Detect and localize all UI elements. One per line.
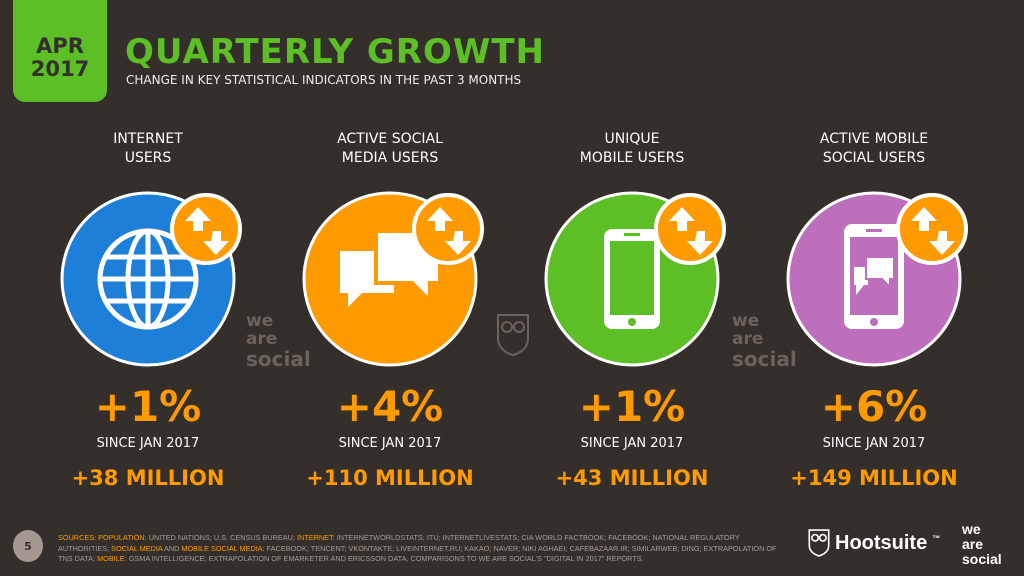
stat-since: SINCE JAN 2017 <box>580 436 684 451</box>
page-number: 5 <box>13 530 43 562</box>
stat-card: UNIQUE MOBILE USERS <box>512 130 752 374</box>
hootsuite-wordmark: Hootsuite <box>835 532 928 554</box>
stat-since: SINCE JAN 2017 <box>338 436 442 451</box>
stat-icon-circle <box>544 191 726 367</box>
stat-label: ACTIVE SOCIAL MEDIA USERS <box>337 131 443 166</box>
we-are-social-watermark: we are social <box>246 311 311 371</box>
stat-since: SINCE JAN 2017 <box>96 436 200 451</box>
hootsuite-logo: Hootsuite ™ <box>808 528 940 558</box>
stat-percent: +4% <box>336 382 444 431</box>
stat-percent: +1% <box>578 382 686 431</box>
stat-absolute: +110 MILLION <box>306 466 474 490</box>
stat-card: INTERNET USERS <box>28 130 268 374</box>
stat-absolute: +149 MILLION <box>790 466 958 490</box>
sources-text: SOURCES: POPULATION: UNITED NATIONS; U.S… <box>58 533 777 563</box>
we-are-social-watermark: we are social <box>732 311 797 371</box>
stat-icon-circle <box>302 191 484 367</box>
globe-icon <box>97 228 199 330</box>
stat-percent: +1% <box>94 382 202 431</box>
up-down-arrows-icon <box>412 193 484 265</box>
date-year: 2017 <box>30 57 90 81</box>
stat-label: UNIQUE MOBILE USERS <box>579 131 685 166</box>
stat-since: SINCE JAN 2017 <box>822 436 926 451</box>
trademark-symbol: ™ <box>932 534 941 543</box>
stat-absolute: +38 MILLION <box>71 466 225 490</box>
up-down-arrows-icon <box>170 193 242 265</box>
stat-absolute: +43 MILLION <box>555 466 709 490</box>
page-subtitle: CHANGE IN KEY STATISTICAL INDICATORS IN … <box>126 73 522 87</box>
stat-percent: +6% <box>820 382 928 431</box>
stat-card: ACTIVE SOCIAL MEDIA USERS <box>270 130 510 374</box>
stat-card: ACTIVE MOBILE SOCIAL USERS <box>754 130 994 374</box>
up-down-arrows-icon <box>654 193 726 265</box>
we-are-social-logo: we are social <box>962 521 1002 567</box>
stat-label: INTERNET USERS <box>113 131 183 166</box>
stat-icon-circle <box>786 191 968 367</box>
page-title: QUARTERLY GROWTH <box>125 32 545 72</box>
stat-label: ACTIVE MOBILE SOCIAL USERS <box>819 131 929 166</box>
hootsuite-owl-watermark <box>497 314 529 357</box>
up-down-arrows-icon <box>896 193 968 265</box>
mobile-chat-icon <box>844 224 904 329</box>
owl-icon <box>808 529 830 557</box>
stat-icon-circle <box>60 191 242 367</box>
mobile-phone-icon <box>604 229 660 329</box>
date-badge: APR 2017 <box>13 0 107 102</box>
date-month: APR <box>36 34 84 58</box>
